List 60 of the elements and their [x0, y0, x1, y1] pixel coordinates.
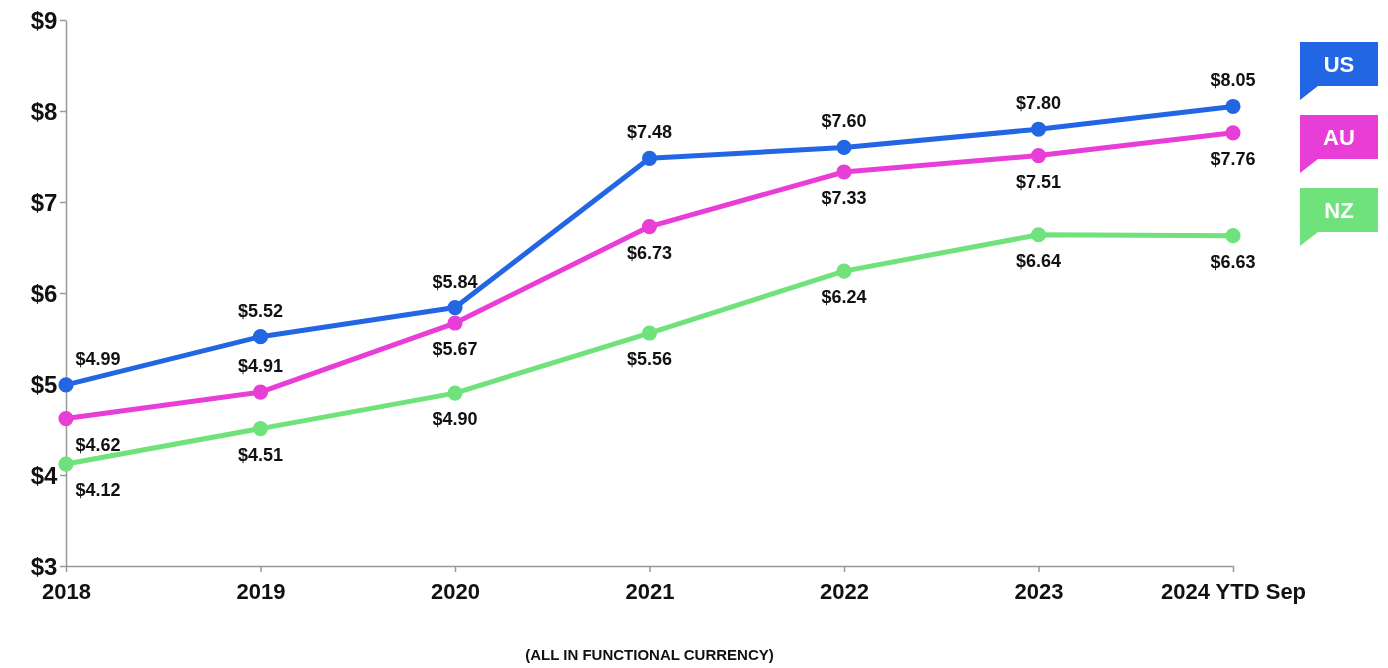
- data-label: $5.67: [432, 339, 478, 360]
- point: [1030, 121, 1047, 137]
- text: US: [1323, 52, 1355, 77]
- data-label: $7.48: [626, 122, 673, 143]
- point: [1225, 125, 1241, 141]
- data-label: $7.33: [821, 187, 867, 208]
- x-tick-label: 2020: [431, 579, 480, 605]
- point: [641, 219, 658, 235]
- text: NZ: [1324, 198, 1354, 223]
- x-tick-label: 2021: [625, 579, 675, 605]
- x-tick-label: 2022: [820, 579, 869, 605]
- point: [641, 150, 658, 166]
- data-label: $7.60: [821, 111, 867, 132]
- point: [58, 377, 74, 393]
- data-label: $4.99: [75, 348, 121, 369]
- data-label: $4.90: [432, 409, 478, 430]
- y-tick-label: $6: [30, 279, 58, 307]
- point: [1030, 227, 1047, 243]
- data-label: $6.64: [1015, 250, 1062, 271]
- data-label: $8.05: [1210, 70, 1256, 91]
- data-label: $4.62: [75, 434, 121, 455]
- point: [58, 456, 74, 472]
- data-label: $6.24: [821, 287, 867, 308]
- point: [58, 411, 74, 427]
- point: [447, 315, 463, 331]
- x-tick-label: 2018: [42, 579, 91, 605]
- point: [252, 421, 269, 437]
- data-label: $5.52: [237, 300, 284, 321]
- x-tick-label: 2023: [1014, 579, 1064, 605]
- data-label: $7.76: [1210, 148, 1256, 169]
- x-axis-title: (ALL IN FUNCTIONAL CURRENCY): [525, 646, 774, 663]
- data-label: $6.73: [626, 242, 673, 263]
- y-tick-label: $9: [30, 6, 58, 34]
- data-label: $5.84: [432, 271, 478, 292]
- data-label: $7.51: [1015, 171, 1062, 192]
- point: [447, 300, 463, 316]
- data-label: $4.12: [75, 480, 121, 501]
- data-label: $7.80: [1015, 93, 1062, 114]
- point: [252, 384, 269, 400]
- data-label: $4.51: [237, 444, 284, 465]
- y-tick-label: $3: [30, 552, 58, 580]
- point: [1225, 228, 1241, 244]
- y-tick-label: $8: [30, 97, 58, 125]
- x-tick-label: 2024 YTD Sep: [1160, 579, 1307, 605]
- point: [447, 385, 463, 401]
- point: [836, 139, 852, 155]
- point: [252, 329, 269, 345]
- text: AU: [1323, 125, 1355, 150]
- point: [836, 263, 852, 279]
- point: [641, 325, 658, 341]
- y-tick-label: $4: [30, 461, 58, 489]
- x-tick-label: 2019: [236, 579, 286, 605]
- data-label: $4.91: [237, 356, 284, 377]
- data-label: $6.63: [1210, 251, 1256, 272]
- point: [1225, 98, 1241, 114]
- y-tick-label: $7: [30, 188, 58, 216]
- data-label: $5.56: [626, 349, 673, 370]
- y-tick-label: $5: [30, 370, 58, 398]
- point: [1030, 148, 1047, 164]
- point: [836, 164, 852, 180]
